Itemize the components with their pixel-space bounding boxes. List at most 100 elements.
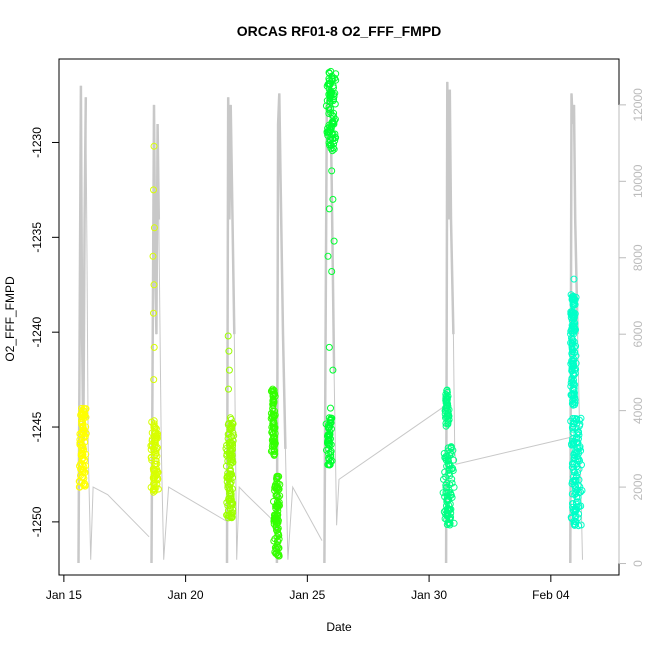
point-s1 — [80, 426, 88, 434]
point-s3 — [222, 462, 230, 470]
point-s7 — [569, 415, 577, 422]
point-s1 — [80, 407, 88, 415]
point-s5 — [331, 130, 339, 138]
point-s7 — [568, 345, 576, 353]
point-s1 — [80, 445, 88, 453]
point-s7 — [569, 312, 577, 320]
point-s3 — [225, 511, 233, 519]
point-s4 — [274, 504, 282, 512]
point-s2 — [153, 460, 161, 468]
point-s5 — [328, 111, 336, 119]
y2-tick-label: 10000 — [631, 164, 645, 198]
point-s3 — [222, 445, 230, 453]
point-s7 — [568, 367, 576, 375]
altitude-line-6 — [445, 81, 571, 564]
x-tick-label: Feb 04 — [532, 588, 570, 602]
point-s5 — [328, 167, 336, 175]
point-s4 — [271, 430, 279, 437]
altitude-spike-7 — [569, 93, 579, 564]
point-s4 — [274, 517, 282, 525]
point-s5 — [325, 77, 333, 85]
point-s1 — [78, 479, 86, 487]
point-s4 — [272, 485, 280, 493]
point-s5 — [330, 120, 338, 128]
y2-axis: 0 2000 4000 6000 8000 10000 12000 — [618, 88, 645, 567]
point-s4 — [274, 501, 282, 509]
altitude-line-1 — [78, 85, 150, 564]
point-s5 — [326, 95, 334, 103]
point-s2 — [153, 452, 161, 460]
point-s4 — [267, 447, 275, 455]
point-s7 — [575, 416, 583, 424]
y2-tick-label: 8000 — [631, 244, 645, 271]
point-s7 — [569, 352, 576, 359]
point-s5 — [329, 366, 337, 374]
point-s6 — [443, 492, 451, 500]
point-s6 — [444, 400, 452, 408]
point-s5 — [325, 205, 333, 213]
point-s3 — [223, 452, 231, 459]
y-tick-label: -1230 — [30, 127, 44, 158]
point-s7 — [569, 378, 577, 386]
point-s1 — [77, 431, 85, 439]
plot-frame — [58, 58, 620, 576]
point-s7 — [570, 517, 578, 525]
point-s1 — [79, 451, 87, 459]
point-s5 — [326, 126, 334, 133]
point-s7 — [570, 455, 578, 463]
point-s7 — [574, 514, 582, 522]
point-s7 — [570, 420, 578, 428]
point-s2 — [150, 432, 158, 440]
altitude-spike-1 — [77, 85, 88, 564]
altitude-spike-2 — [150, 104, 161, 564]
point-s7 — [575, 476, 583, 484]
altitude-spike-4 — [275, 93, 287, 564]
point-s7 — [571, 491, 579, 499]
point-s2 — [152, 429, 160, 437]
point-s6 — [442, 454, 450, 462]
point-s4 — [270, 411, 278, 419]
point-s7 — [575, 522, 583, 530]
point-s2 — [150, 224, 158, 232]
point-s6 — [447, 443, 455, 451]
point-s1 — [77, 465, 85, 473]
altitude-line-5 — [323, 85, 444, 564]
point-s3 — [227, 423, 235, 431]
point-s7 — [570, 468, 578, 476]
point-s5 — [327, 441, 335, 449]
point-s4 — [274, 526, 282, 534]
point-s5 — [331, 100, 339, 108]
point-s3 — [225, 486, 233, 494]
point-s2 — [151, 487, 159, 495]
altitude-line-2 — [151, 104, 228, 564]
y-tick-label: -1235 — [30, 222, 44, 253]
point-s6 — [444, 419, 452, 427]
point-s3 — [230, 432, 238, 440]
point-s2 — [148, 441, 156, 449]
point-s7 — [570, 275, 578, 283]
point-s2 — [150, 376, 158, 384]
point-s1 — [78, 444, 86, 452]
point-s5 — [330, 237, 338, 245]
point-s2 — [151, 441, 159, 449]
y2-tick-label: 2000 — [631, 473, 645, 500]
point-s2 — [150, 186, 157, 194]
point-s3 — [225, 420, 233, 427]
point-s3 — [225, 347, 233, 355]
point-s2 — [150, 142, 158, 150]
point-s1 — [81, 468, 89, 476]
point-s4 — [274, 493, 282, 501]
point-s5 — [327, 67, 335, 75]
point-s6 — [449, 467, 457, 474]
y-tick-label: -1250 — [30, 506, 44, 537]
point-s7 — [568, 480, 576, 488]
point-s7 — [575, 510, 583, 518]
point-s6 — [443, 397, 451, 405]
point-s7 — [569, 500, 577, 508]
point-s6 — [444, 456, 452, 464]
point-s4 — [274, 472, 282, 480]
y2-tick-label: 0 — [631, 560, 645, 567]
point-s4 — [271, 439, 279, 447]
point-s7 — [570, 309, 578, 316]
